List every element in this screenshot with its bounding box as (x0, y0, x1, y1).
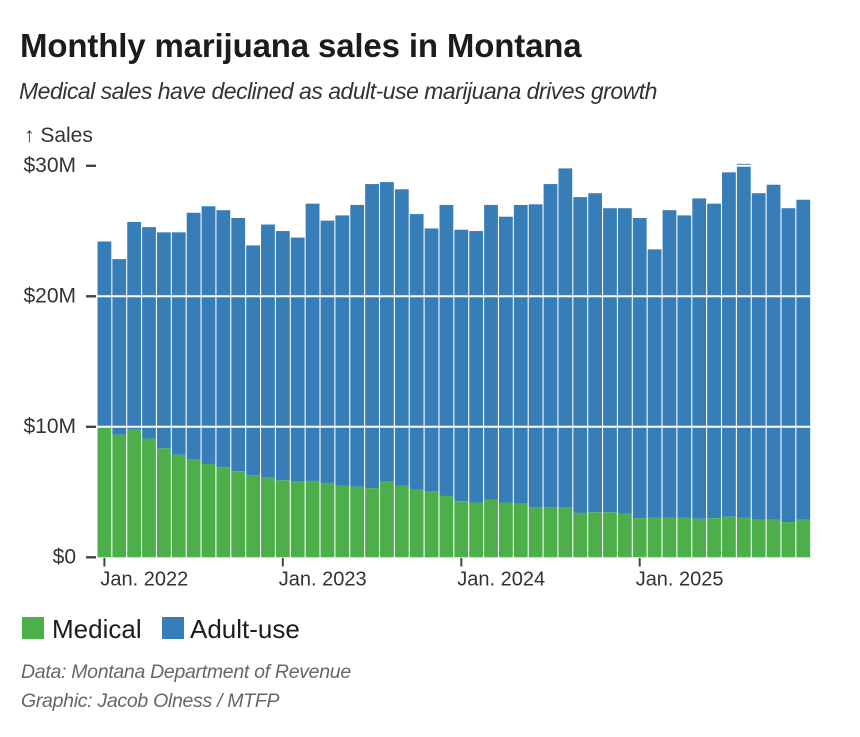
svg-text:Jan. 2023: Jan. 2023 (279, 569, 367, 591)
svg-text:Jan. 2022: Jan. 2022 (100, 569, 188, 591)
svg-text:$0: $0 (53, 546, 76, 569)
svg-text:$20M: $20M (23, 285, 76, 308)
svg-text:$30M: $30M (23, 154, 76, 177)
svg-text:$10M: $10M (23, 415, 76, 438)
svg-text:Jan. 2025: Jan. 2025 (636, 569, 724, 591)
svg-text:Jan. 2024: Jan. 2024 (457, 569, 545, 591)
